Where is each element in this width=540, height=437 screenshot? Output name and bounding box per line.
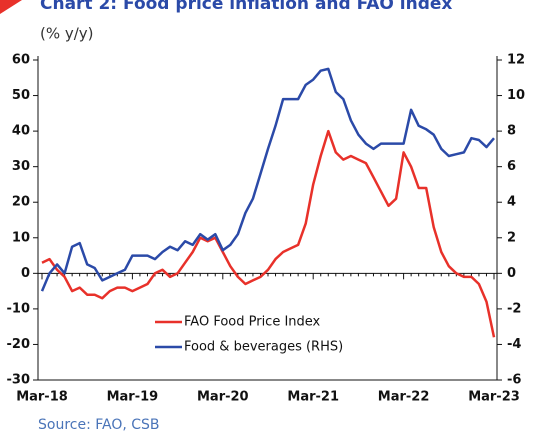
x-tick-label: Mar-20	[197, 390, 249, 405]
y-tick-label: 0	[21, 266, 30, 281]
y-tick-label: 40	[12, 124, 30, 139]
x-tick-label: Mar-21	[287, 390, 339, 405]
y-tick-label: -20	[7, 337, 31, 352]
y-tick-label: -10	[7, 301, 31, 316]
y2-tick-label: 4	[507, 195, 516, 210]
y2-tick-label: 0	[507, 266, 516, 281]
series-line	[40, 67, 495, 292]
series-line	[41, 129, 496, 338]
y-tick-label: 20	[12, 195, 30, 210]
x-tick-label: Mar-18	[16, 390, 68, 405]
y2-tick-label: -4	[507, 337, 521, 352]
chart-subtitle: (% y/y)	[40, 25, 94, 43]
source-note: Source: FAO, CSB	[38, 417, 160, 433]
y2-tick-label: -2	[507, 301, 521, 316]
y-tick-label: 10	[12, 230, 30, 245]
y2-tick-label: 6	[507, 159, 516, 174]
y2-tick-label: 2	[507, 230, 516, 245]
y2-tick-label: 12	[507, 53, 525, 68]
y-tick-label: 60	[12, 53, 30, 68]
y2-tick-label: 8	[507, 124, 516, 139]
x-tick-label: Mar-19	[107, 390, 159, 405]
legend-label: Food & beverages (RHS)	[184, 340, 343, 355]
corner-mark	[0, 0, 22, 14]
legend-label: FAO Food Price Index	[184, 315, 321, 330]
chart-title: Chart 2: Food price inflation and FAO in…	[40, 0, 452, 14]
y2-tick-label: 10	[507, 88, 525, 103]
x-tick-label: Mar-22	[378, 390, 430, 405]
y-tick-label: -30	[7, 373, 31, 388]
y-tick-label: 50	[12, 88, 30, 103]
x-tick-label: Mar-23	[468, 390, 520, 405]
y2-tick-label: -6	[507, 373, 521, 388]
y-tick-label: 30	[12, 159, 30, 174]
